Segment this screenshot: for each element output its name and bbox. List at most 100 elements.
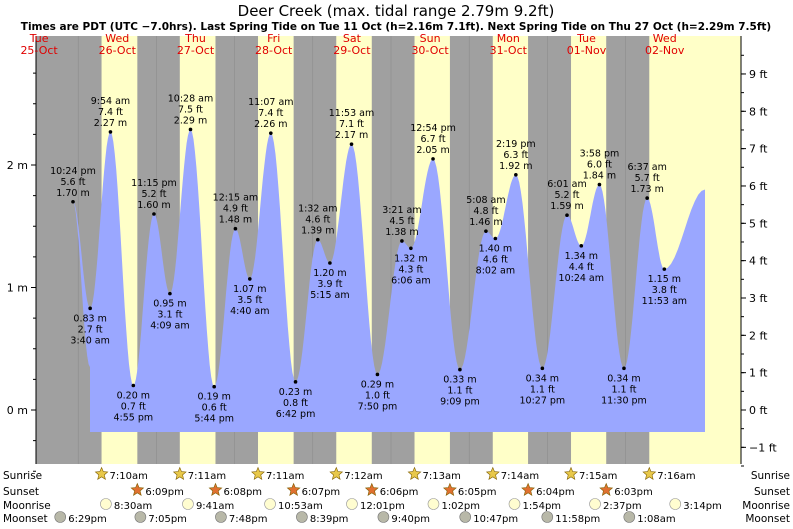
moonset-time: 7:48pm [229,514,268,525]
sunset-icon [364,482,379,496]
sunrise-label-left: Sunrise [3,470,42,482]
sunset-label-left: Sunset [3,486,39,498]
sunset-label-right: Sunset [754,486,790,498]
moonrise-icon [264,498,276,510]
tide-m-label: 1.39 m [301,226,334,237]
right-tick-label: 8 ft [749,105,768,118]
day-date: 25-Oct [20,44,58,57]
tide-point [212,384,216,389]
tide-time-label: 11:07 am [248,97,293,108]
day-weekday: Sun [420,32,441,45]
day-weekday: Thu [184,32,206,45]
left-tick-label: 1 m [7,282,28,295]
day-date: 26-Oct [99,44,137,57]
tide-m-label: 2.05 m [416,145,449,156]
right-tick-label: 2 ft [749,329,768,342]
tide-point [248,277,252,281]
tide-ft-label: 4.3 ft [398,264,423,275]
tide-ft-label: 7.4 ft [258,108,283,119]
moonset-icon [541,511,554,523]
moonrise-icon [427,498,440,510]
tide-time-label: 12:54 pm [410,123,456,134]
tide-m-label: 1.92 m [499,161,532,172]
tide-labels: 10:24 pm5.6 ft1.70 m 0.83 m2.7 ft3:40 am 9… [50,93,687,424]
sunrise-icon [172,466,187,480]
tide-point [152,212,156,216]
day-weekday: Mon [497,32,520,45]
tide-m-label: 1.07 m [233,284,266,295]
sunrise-icon [94,466,109,480]
sunrise-icon [329,466,344,480]
tide-point [565,213,569,218]
sunset-icon [521,482,535,496]
moonrise-icon [508,498,521,510]
tide-time-label: 2:19 pm [496,139,536,150]
tide-time-label: 10:24 pm [50,166,96,177]
tide-time-label: 6:37 am [627,162,666,173]
tide-point [88,306,92,311]
moonrise-time: 10:53am [278,501,323,512]
tide-m-label: 1.15 m [648,274,681,285]
moonset-time: 10:47pm [473,514,518,525]
day-date: 02-Nov [645,44,685,57]
tide-point [458,367,462,372]
tide-ft-label: 4.4 ft [569,262,594,273]
sunrise-time: 7:15am [579,471,617,482]
moonrise-time: 12:01pm [360,501,405,512]
right-tick-label: 9 ft [749,68,768,81]
moonset-icon [54,511,67,523]
day-weekday: Wed [653,32,677,45]
right-tick-label: −1 ft [749,441,777,454]
tide-point [400,239,404,243]
sunset-time: 6:03pm [614,487,653,498]
tide-ft-label: 7.5 ft [178,104,203,115]
day-weekday: Tue [29,32,49,45]
sunrise-icon [485,466,500,480]
moonrise-label-right: Moonrise [742,500,790,512]
sunset-icon [599,482,614,496]
sunrise-icon [251,466,265,480]
tide-ft-label: 6.7 ft [421,134,446,145]
sunrise-time: 7:11am [188,471,226,482]
tide-ft-label: 4.6 ft [305,215,330,226]
tide-ft-label: 1.1 ft [611,384,636,395]
sunset-time: 6:07pm [302,487,341,498]
day-date: 30-Oct [411,44,449,57]
tide-ft-label: 0.7 ft [121,402,146,413]
moonset-time: 6:29pm [68,514,107,525]
tide-m-label: 0.34 m [526,373,559,384]
sunrise-label-right: Sunrise [751,470,790,482]
tide-m-label: 1.84 m [583,171,616,182]
chart-title: Deer Creek (max. tidal range 2.79m 9.2ft… [238,2,555,20]
moonrise-time: 1:54pm [522,501,561,512]
moonset-time: 9:40pm [391,514,430,525]
tide-ft-label: 3.8 ft [652,285,677,296]
sunset-time: 6:04pm [536,487,575,498]
axes: 0 m 1 m 2 m −1 ft 0 ft 1 ft 2 ft 3 ft 4 ft 5 ft 6 … [7,36,777,472]
tide-time-label: 10:24 am [559,273,604,284]
sunrise-time: 7:12am [344,471,382,482]
tide-m-label: 1.38 m [385,227,418,238]
tide-point [514,173,518,177]
moonrise-time: 1:02pm [441,501,480,512]
tide-time-label: 3:40 am [70,335,109,346]
tide-ft-label: 4.5 ft [389,216,414,227]
tide-m-label: 0.95 m [153,299,186,310]
tide-time-label: 3:58 pm [580,149,620,160]
tide-point [233,226,238,231]
left-tick-label: 0 m [7,404,28,417]
tide-point [168,291,172,296]
tide-area [73,129,705,432]
moonset-icon [459,511,472,523]
tide-time-label: 11:30 pm [601,395,647,406]
sun-moon-rows: 7:10am 7:11am 7:11am 7:12am 7:13am 7:14am 7:15… [54,466,722,525]
tide-time-label: 3:21 am [382,205,421,216]
tide-m-label: 1.46 m [469,217,502,228]
moonset-time: 7:05pm [148,514,187,525]
tide-m-label: 0.83 m [73,313,106,324]
sunrise-time: 7:13am [423,471,461,482]
moonset-time: 8:39pm [310,514,349,525]
sunrise-time: 7:11am [266,471,304,482]
tide-time-label: 10:28 am [168,93,213,104]
